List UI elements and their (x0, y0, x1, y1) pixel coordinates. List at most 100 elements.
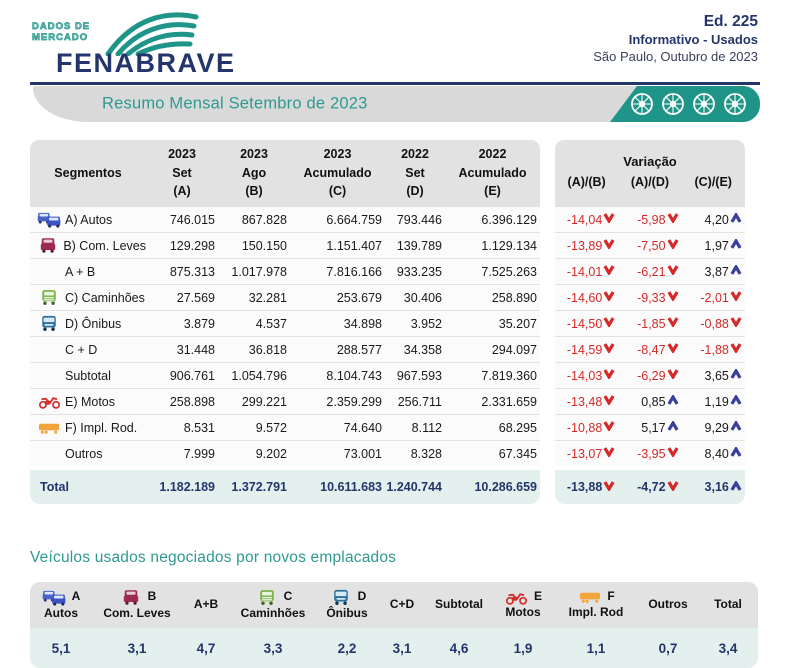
variation-cell: -14,04 (555, 213, 618, 227)
variation-value: -14,03 (566, 368, 603, 383)
column-header-d: 2022 Set (D) (401, 146, 429, 199)
value-cell: 3.952 (410, 316, 442, 331)
value-cell: 258.898 (169, 394, 215, 409)
variation-cell: -4,72 (618, 480, 681, 494)
ratio-column-header: A Autos (30, 582, 92, 628)
ratio-column-letter: B (147, 589, 157, 604)
down-arrow-icon (667, 317, 679, 327)
impl-rod-icon (36, 421, 62, 435)
value-cell: 1.017.978 (231, 264, 287, 279)
segment-label: E) Motos (65, 394, 116, 409)
total-value-cell: 10.286.659 (474, 480, 537, 494)
onibus-icon (36, 315, 62, 332)
variation-col-ce: (C)/(E) (694, 175, 732, 190)
ratio-column-name: Impl. Rod (568, 605, 624, 619)
value-cell: 6.396.129 (481, 212, 537, 227)
ratio-value-cell: 5,1 (51, 640, 71, 656)
down-arrow-icon (667, 291, 679, 301)
value-cell: 30.406 (403, 290, 442, 305)
down-arrow-icon (730, 343, 742, 353)
variation-cell: -0,88 (682, 317, 745, 331)
down-arrow-icon (603, 369, 615, 379)
table-row: B) Com. Leves 129.298 150.150 1.151.407 139… (30, 232, 540, 258)
variation-row: -14,60 -9,33 -2,01 (555, 284, 745, 310)
segment-cell: Subtotal (30, 369, 146, 383)
value-cell: 793.446 (396, 212, 442, 227)
variation-cell: 8,40 (682, 447, 745, 461)
down-arrow-icon (603, 480, 615, 491)
value-cell: 746.015 (169, 212, 215, 227)
variation-value: -14,59 (566, 342, 603, 357)
ratio-table: A Autos B Com. Leves A+B C Caminhões D Ô… (30, 582, 758, 668)
variation-value: -14,60 (566, 290, 603, 305)
column-header-e: 2022 Acumulado (E) (458, 146, 527, 199)
down-arrow-icon (603, 343, 615, 353)
value-cell: 27.569 (176, 290, 215, 305)
variation-row: -14,01 -6,21 3,87 (555, 258, 745, 284)
value-cell: 35.207 (498, 316, 537, 331)
column-header-a: 2023 Set (A) (168, 146, 196, 199)
variation-col-ab: (A)/(B) (567, 175, 606, 190)
value-cell: 933.235 (396, 264, 442, 279)
main-table-header: Segmentos 2023 Set (A) 2023 Ago (B) 2023… (30, 140, 540, 206)
value-cell: 36.818 (248, 342, 287, 357)
column-header-c: 2023 Acumulado (C) (303, 146, 372, 199)
down-arrow-icon (603, 291, 615, 301)
down-arrow-icon (667, 265, 679, 275)
value-cell: 8.531 (183, 420, 215, 435)
variation-value: -13,48 (566, 394, 603, 409)
value-cell: 294.097 (491, 342, 537, 357)
down-arrow-icon (667, 369, 679, 379)
ratio-column-header: B Com. Leves (92, 582, 182, 628)
value-cell: 8.112 (411, 420, 442, 435)
table-row: F) Impl. Rod. 8.531 9.572 74.640 8.112 68.29… (30, 414, 540, 440)
variation-cell: 9,29 (682, 421, 745, 435)
table-row: Subtotal 906.761 1.054.796 8.104.743 967.59… (30, 362, 540, 388)
ratio-column-letter: F (607, 589, 615, 604)
up-arrow-icon (730, 480, 742, 491)
total-value-cell: 1.372.791 (231, 480, 287, 494)
variation-row: -13,07 -3,95 8,40 (555, 440, 745, 466)
down-arrow-icon (730, 317, 742, 327)
variation-cell: 1,97 (682, 239, 745, 253)
com-leves-icon (36, 237, 60, 254)
value-cell: 2.331.659 (481, 394, 537, 409)
logo-tagline-line1: DADOS DE (32, 21, 91, 33)
segment-cell: D) Ônibus (30, 315, 146, 332)
variation-value: -7,50 (637, 238, 666, 253)
variation-value: 3,16 (704, 480, 729, 494)
ratio-value-cell: 3,3 (263, 640, 283, 656)
variation-header: Variação (A)/(B) (A)/(D) (C)/(E) (555, 140, 745, 206)
value-cell: 7.819.360 (481, 368, 537, 383)
up-arrow-icon (730, 447, 742, 457)
segment-label: A) Autos (65, 212, 113, 227)
onibus-icon (328, 589, 354, 606)
variation-row: -14,03 -6,29 3,65 (555, 362, 745, 388)
variation-value: -5,98 (637, 212, 666, 227)
wheel-icon (661, 92, 685, 116)
variation-value: 1,97 (704, 238, 729, 253)
variation-cell: -3,95 (618, 447, 681, 461)
variation-value: -0,88 (700, 316, 729, 331)
down-arrow-icon (603, 395, 615, 405)
variation-cell: 3,65 (682, 369, 745, 383)
variation-value: 3,87 (704, 264, 729, 279)
value-cell: 7.816.166 (326, 264, 382, 279)
up-arrow-icon (730, 239, 742, 249)
segments-header: Segmentos (54, 166, 122, 180)
table-row: A) Autos 746.015 867.828 6.664.759 793.446 6… (30, 206, 540, 232)
ratio-value-cell: 3,4 (718, 640, 738, 656)
variation-row: -14,50 -1,85 -0,88 (555, 310, 745, 336)
down-arrow-icon (603, 213, 615, 223)
variation-row: -14,04 -5,98 4,20 (555, 206, 745, 232)
value-cell: 7.525.263 (481, 264, 537, 279)
title-bar: Resumo Mensal Setembro de 2023 (30, 86, 760, 122)
ratio-column-letter: E (533, 589, 542, 604)
up-arrow-icon (667, 421, 679, 431)
ratio-column-header: Total (698, 582, 758, 628)
segment-label: Outros (65, 446, 103, 461)
variation-value: -14,04 (566, 212, 603, 227)
report-subtitle: Informativo - Usados (628, 32, 758, 48)
ratio-column-letter: C (283, 589, 293, 604)
variation-value: 3,65 (704, 368, 729, 383)
